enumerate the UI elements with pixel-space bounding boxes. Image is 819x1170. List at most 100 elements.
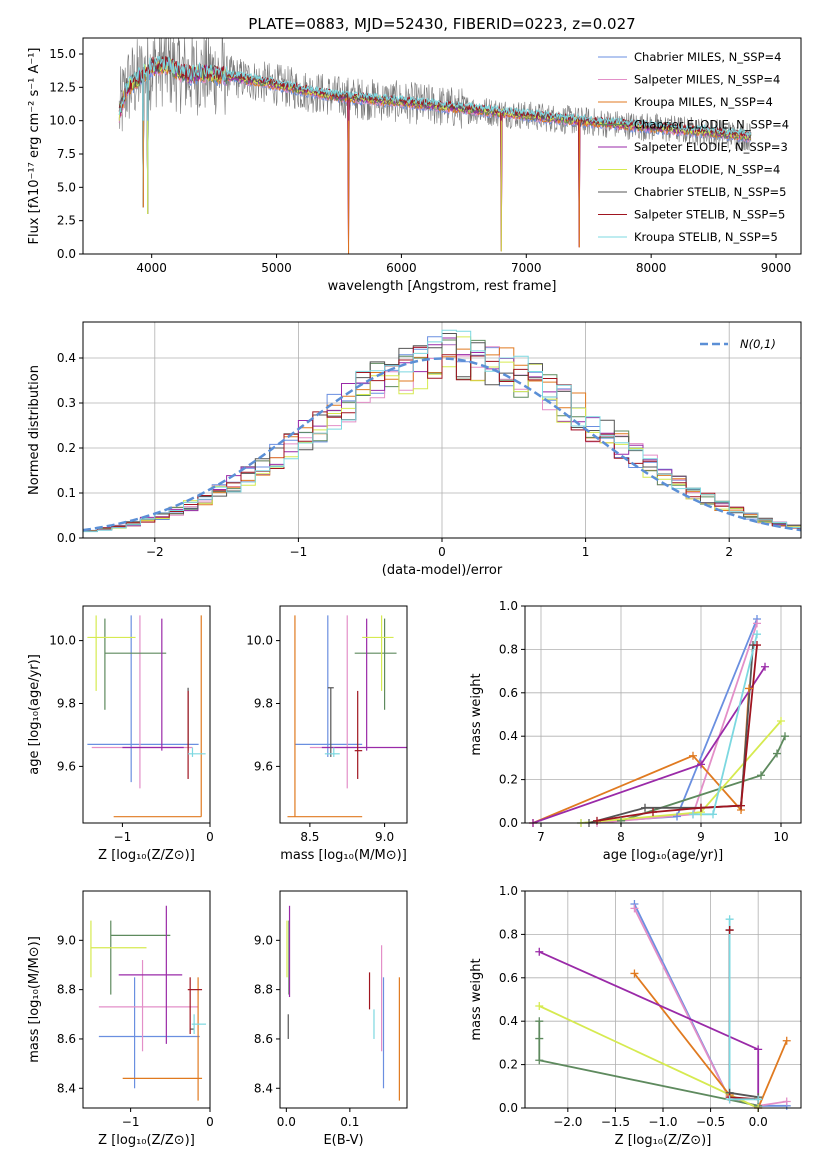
data-point-marker [697,803,705,812]
y-tick-label: 7.5 [57,147,76,161]
y-tick-label: 0.2 [499,773,518,787]
y-tick-label: 0.2 [57,441,76,455]
axes-frame [279,890,408,1109]
x-tick-label: −1 [290,545,308,559]
x-tick-label: 0 [438,545,446,559]
legend-label: Kroupa ELODIE, N_SSP=4 [634,163,780,177]
y-tick-label: 8.4 [254,1081,273,1095]
data-point-marker [725,926,734,935]
y-tick-label: 0.0 [57,531,76,545]
data-point-marker [753,641,761,650]
data-point-marker [630,904,639,913]
data-point-marker [745,684,753,693]
y-tick-label: 9.0 [254,933,273,947]
legend-label: Chabrier STELIB, N_SSP=5 [634,185,786,199]
panel-7: −2.0 −1.5 −1.0 −0.5 0.0 0.0 0.2 0.4 0.6 0.8 1.0 Z [… [469,884,802,1148]
y-axis-label: mass weight [469,673,484,755]
y-tick-label: 9.8 [254,696,273,710]
panel-3: 8.5 9.0 9.6 9.8 10.0 mass [log₁₀(M/M⊙)] [246,605,408,863]
y-tick-label: 8.8 [254,983,273,997]
y-tick-label: 0.4 [57,351,76,365]
y-tick-label: 10.0 [49,114,76,128]
plot-area [90,905,207,1101]
x-tick-label: −0.5 [696,1115,725,1129]
data-point-marker [709,810,717,819]
x-tick-label: −1 [114,830,132,844]
x-tick-label: 9.0 [375,830,394,844]
y-tick-label: 8.8 [57,983,76,997]
x-tick-label: 0.0 [277,1115,296,1129]
series-line-chabrier-elodie [620,735,786,822]
plot-area [87,615,206,818]
model-spectrum-kroupa-stelib [118,55,752,215]
y-tick-label: 2.5 [57,214,76,228]
data-point-marker [630,969,639,978]
panel-0: 4000 5000 6000 7000 8000 9000 0.0 2.5 5.0 7.5 10.0… [27,37,802,294]
x-tick-label: 0.0 [749,1115,768,1129]
x-tick-label: 8.5 [300,830,319,844]
data-point-marker [535,1017,544,1026]
x-tick-label: 8 [617,830,625,844]
x-tick-label: 4000 [136,261,167,275]
y-tick-label: 1.0 [499,599,518,613]
x-axis-label: Z [log₁₀(Z/Z⊙)] [615,1133,712,1148]
histogram-salpeter-stelib [83,346,801,532]
y-tick-label: 0.6 [499,686,518,700]
y-tick-label: 9.8 [57,696,76,710]
y-tick-label: 0.8 [499,927,518,941]
x-tick-label: −1.5 [601,1115,630,1129]
axes-frame [82,37,802,255]
plot-area [286,905,400,1101]
axes-frame [524,605,802,824]
series-line-salpeter-stelib [728,930,759,1101]
data-point-marker [641,803,649,812]
x-tick-label: 0 [206,830,214,844]
y-tick-label: 0.0 [499,1101,518,1115]
x-tick-label: 0.1 [340,1115,359,1129]
y-tick-label: 15.0 [49,47,76,61]
y-tick-label: 0.0 [499,816,518,830]
x-tick-label: 5000 [261,261,292,275]
series-line-salpeter-elodie [538,950,760,1108]
data-point-marker [535,947,544,956]
y-axis-label: mass weight [469,958,484,1040]
panel-5: −1 0 8.4 8.6 8.8 9.0 Z [log₁₀(Z/Z⊙)] mass [log₁… [27,890,214,1148]
data-point-marker [757,771,765,780]
y-axis-label: mass [log₁₀(M/M⊙)] [27,936,42,1063]
legend-label: Salpeter STELIB, N_SSP=5 [634,208,785,222]
x-tick-label: −1.0 [648,1115,677,1129]
data-point-marker [782,1097,791,1106]
chart-title: PLATE=0883, MJD=52430, FIBERID=0223, z=0… [248,15,635,33]
y-tick-label: 9.0 [57,933,76,947]
x-axis-label: wavelength [Angstrom, rest frame] [328,279,557,294]
y-tick-label: 10.0 [246,634,273,648]
data-point-marker [782,1036,791,1045]
data-point-marker [754,1045,763,1054]
y-tick-label: 0.1 [57,486,76,500]
data-point-marker [689,751,697,760]
x-tick-label: −2.0 [553,1115,582,1129]
y-tick-label: 10.0 [49,634,76,648]
axes-frame [82,605,211,824]
legend-label: Chabrier MILES, N_SSP=4 [634,50,781,64]
series-line-chabrier-stelib [728,930,759,1099]
data-point-marker [773,749,781,758]
panel-6: 0.0 0.1 8.4 8.6 8.8 9.0 E(B-V) [254,890,408,1148]
data-point-marker [673,812,681,821]
x-axis-label: Z [log₁₀(Z/Z⊙)] [98,1133,195,1148]
plot-area [118,38,752,254]
data-point-marker [737,801,745,810]
y-tick-label: 9.6 [254,759,273,773]
y-tick-label: 8.4 [57,1081,76,1095]
x-tick-label: 7 [537,830,545,844]
legend-label: N(0,1) [740,337,776,351]
data-point-marker [753,619,761,628]
data-point-marker [535,1056,544,1065]
x-axis-label: Z [log₁₀(Z/Z⊙)] [98,848,195,863]
series-line-kroupa-stelib [728,919,759,1101]
legend-label: Salpeter MILES, N_SSP=4 [634,73,780,87]
data-point-marker [535,1002,544,1011]
y-axis-label: age [log₁₀(age/yr)] [27,654,42,775]
x-tick-label: −2 [146,545,164,559]
x-axis-label: E(B-V) [323,1133,363,1148]
